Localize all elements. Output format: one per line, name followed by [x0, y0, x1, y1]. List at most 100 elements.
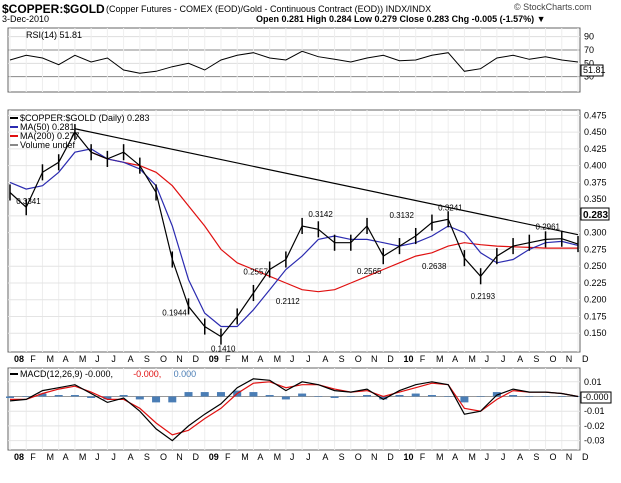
macd-histogram-bar [460, 396, 469, 403]
macd-y-tick-label: -0.02 [584, 421, 605, 431]
rsi-series-line [9, 50, 579, 74]
price-y-tick-label: 0.375 [584, 177, 607, 187]
x-tick-label: M [241, 452, 249, 462]
trendline [74, 128, 579, 236]
macd-histogram-bar [38, 393, 47, 397]
macd-histogram-bar [557, 396, 566, 397]
x-tick-label: S [533, 354, 539, 364]
x-tick-label: F [225, 354, 231, 364]
price-grid [8, 110, 580, 352]
price-y-tick-label: 0.400 [584, 161, 607, 171]
rsi-tick-label: 90 [584, 32, 594, 42]
price-y-tick-label: 0.200 [584, 295, 607, 305]
price-annotation: 0.3132 [389, 211, 414, 220]
x-tick-label: M [436, 354, 444, 364]
x-tick-label: 10 [403, 452, 413, 462]
rsi-ticks: 90 70 50 30 [584, 32, 594, 82]
macd-y-ticks: 0.010.00-0.01-0.02-0.03 [584, 377, 605, 446]
x-tick-label: M [274, 354, 282, 364]
x-tick-label: O [550, 452, 557, 462]
macd-histogram-bar [525, 396, 534, 397]
macd-y-tick-label: 0.01 [584, 377, 602, 387]
price-y-ticks: 0.4750.4500.4250.4000.3750.3500.3250.300… [584, 110, 607, 338]
x-tick-label: D [193, 354, 200, 364]
rsi-panel-frame [7, 27, 581, 93]
macd-histogram-bar [184, 392, 193, 397]
macd-histogram-bar [87, 396, 96, 398]
macd-histogram-bar [103, 396, 112, 400]
x-tick-label: M [436, 452, 444, 462]
price-y-tick-label: 0.250 [584, 261, 607, 271]
macd-histogram-bar [249, 392, 258, 397]
macd-current-label: -0.000 [583, 392, 609, 402]
x-tick-label: A [128, 452, 134, 462]
price-y-tick-label: 0.475 [584, 110, 607, 120]
x-tick-label: A [322, 354, 328, 364]
macd-histogram-bar [22, 396, 31, 397]
macd-y-tick-label: -0.01 [584, 406, 605, 416]
macd-histogram-bar [216, 392, 225, 397]
x-tick-label: J [501, 354, 506, 364]
price-annotation: 0.3142 [308, 210, 333, 219]
price-y-tick-label: 0.150 [584, 328, 607, 338]
x-tick-label: S [144, 354, 150, 364]
chart-date: 3-Dec-2010 [2, 14, 50, 24]
x-tick-label: A [257, 452, 263, 462]
ma200-line [90, 151, 578, 293]
price-legend-entry: MA(200) 0.277 [20, 131, 80, 141]
x-tick-label: 09 [209, 452, 219, 462]
x-tick-label: M [468, 354, 476, 364]
chart-description: (Copper Futures - COMEX (EOD)/Gold - Con… [106, 4, 432, 14]
x-tick-label: J [95, 452, 100, 462]
x-tick-label: M [79, 354, 87, 364]
macd-legend: MACD(12,26,9) -0.000, -0.000, 0.000 [10, 369, 196, 379]
price-annotation: 0.2112 [276, 297, 300, 306]
macd-histogram-bar [476, 396, 485, 397]
x-tick-label: J [485, 452, 490, 462]
price-last-label: 0.283 [583, 210, 608, 221]
x-tick-label: N [176, 354, 183, 364]
price-x-axis: 08 F M A M J J A S O N D 09 F M A M J J A S O N D 10 F M A M J J A S O N D [14, 354, 589, 364]
rsi-grid [8, 28, 580, 92]
macd-histogram-bar [281, 396, 290, 400]
x-tick-label: J [306, 354, 311, 364]
macd-y-tick-label: -0.03 [584, 436, 605, 446]
x-tick-label: M [46, 354, 54, 364]
price-annotations: 0.3341 0.1944 0.1410 0.2557 0.2112 0.3142 0.25… [16, 197, 560, 353]
macd-histogram-bar [363, 395, 372, 397]
x-tick-label: F [225, 452, 231, 462]
price-legend-entry: Volume undef [20, 140, 76, 150]
x-tick-label: D [582, 354, 589, 364]
macd-histogram-bar [427, 395, 436, 397]
x-tick-label: A [517, 354, 523, 364]
macd-histogram-bar [152, 396, 161, 403]
price-annotation: 0.3241 [438, 204, 463, 213]
x-tick-label: N [371, 354, 378, 364]
x-tick-label: A [128, 354, 134, 364]
x-tick-label: N [371, 452, 378, 462]
price-y-tick-label: 0.225 [584, 278, 607, 288]
price-y-tick-label: 0.300 [584, 228, 607, 238]
macd-histogram-bar [574, 396, 582, 397]
x-tick-label: D [582, 452, 589, 462]
macd-histogram-bar [411, 393, 420, 397]
x-tick-label: A [517, 452, 523, 462]
x-tick-label: J [485, 354, 490, 364]
macd-legend-entry: 0.000 [174, 369, 197, 379]
x-tick-label: O [355, 354, 362, 364]
macd-histogram-bar [330, 396, 339, 398]
price-line [9, 131, 579, 338]
x-tick-label: M [274, 452, 282, 462]
x-tick-label: J [290, 354, 295, 364]
macd-histogram-bar [509, 395, 518, 397]
price-series-group [9, 124, 579, 345]
price-last-box [580, 207, 610, 221]
x-tick-label: O [550, 354, 557, 364]
macd-line [9, 378, 579, 442]
ohlc-summary: Open 0.281 High 0.284 Low 0.279 Close 0.… [256, 14, 546, 24]
macd-histogram-bar [135, 396, 144, 400]
macd-histogram-bar [54, 395, 63, 397]
macd-grid [8, 368, 580, 450]
x-tick-label: M [79, 452, 87, 462]
